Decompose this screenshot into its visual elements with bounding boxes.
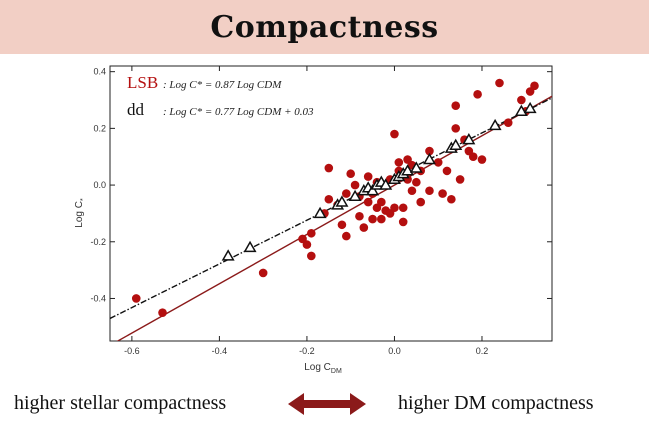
legend-dd-equation: : Log C* = 0.77 Log CDM + 0.03 — [163, 106, 314, 118]
x-tick-label: 0.2 — [476, 346, 489, 356]
lsb-point — [416, 197, 426, 207]
lsb-point — [398, 217, 408, 227]
lsb-point — [324, 163, 334, 173]
dd-point — [449, 138, 463, 151]
caption-stellar-compactness: higher stellar compactness — [14, 392, 227, 414]
legend-lsb-label: LSB — [127, 73, 158, 92]
lsb-point — [377, 214, 386, 224]
lsb-point — [390, 203, 399, 213]
lsb-point — [425, 186, 434, 196]
fit-line-dd — [110, 97, 552, 320]
plot-border — [109, 65, 553, 342]
legend-annotation: LSB : Log C* = 0.87 Log CDM dd : Log C* … — [127, 73, 314, 119]
scatter-chart: -0.6 -0.4 -0.2 0.0 0.2 -0.4 -0.2 0.0 0.2 0.4 LSB … — [74, 65, 553, 375]
dd-point — [523, 101, 537, 114]
y-tick-label: 0.2 — [93, 123, 106, 133]
y-tick-label: -0.4 — [90, 293, 106, 303]
lsb-point — [390, 129, 399, 139]
bottom-captions: higher stellar compactness higher DM com… — [0, 388, 649, 422]
lsb-point — [468, 152, 478, 162]
lsb-point — [307, 228, 316, 238]
lsb-point — [473, 90, 482, 99]
plot-frame — [109, 65, 553, 342]
lsb-point — [451, 124, 461, 133]
lsb-point — [158, 308, 167, 317]
lsb-point — [451, 101, 461, 110]
lsb-point — [477, 155, 487, 164]
lsb-point — [407, 186, 417, 196]
x-axis-title: Log CDM — [304, 362, 342, 375]
x-tick-label: 0.0 — [388, 346, 401, 356]
y-tick-label: 0.4 — [93, 67, 106, 77]
dd-point — [488, 118, 502, 131]
dd-point — [366, 184, 380, 196]
data-points — [131, 78, 539, 317]
dd-point — [462, 132, 476, 145]
lsb-point — [302, 240, 312, 249]
y-axis-title: Log C* — [74, 198, 87, 228]
dd-point — [335, 195, 349, 207]
double-arrow-shape — [288, 393, 366, 415]
x-tick-label: -0.2 — [299, 346, 315, 356]
lsb-point — [307, 251, 316, 261]
dd-point — [243, 240, 257, 253]
lsb-point — [412, 177, 421, 187]
lsb-point — [394, 158, 404, 167]
legend-lsb-equation: : Log C* = 0.87 Log CDM — [163, 79, 282, 91]
dd-point — [379, 178, 393, 190]
lsb-point — [258, 268, 268, 278]
title-band: Compactness — [0, 0, 649, 54]
dd-point — [313, 206, 327, 219]
y-tick-label: -0.2 — [90, 237, 106, 247]
lsb-point — [324, 194, 334, 204]
lsb-point — [359, 223, 369, 232]
lsb-point — [517, 95, 526, 105]
lsb-point — [131, 294, 141, 303]
fit-line-lsb — [116, 95, 552, 341]
lsb-point — [363, 197, 373, 207]
fit-lines — [110, 95, 552, 341]
dd-point — [422, 152, 436, 165]
dd-point — [221, 249, 235, 261]
lsb-point — [398, 203, 408, 213]
lsb-point — [438, 189, 447, 198]
lsb-point — [455, 175, 465, 184]
lsb-point — [350, 180, 360, 190]
lsb-point — [442, 166, 452, 176]
lsb-point — [355, 211, 364, 221]
lsb-point — [433, 158, 443, 167]
axes: -0.6 -0.4 -0.2 0.0 0.2 -0.4 -0.2 0.0 0.2 0.4 — [90, 66, 552, 356]
lsb-point — [342, 231, 351, 241]
lsb-point — [377, 197, 386, 207]
page-title: Compactness — [210, 9, 439, 45]
legend-dd-label: dd — [127, 100, 145, 119]
caption-dm-compactness: higher DM compactness — [398, 392, 594, 414]
lsb-point — [530, 81, 539, 91]
lsb-point — [363, 172, 373, 181]
lsb-point — [495, 78, 504, 88]
lsb-point — [503, 118, 513, 128]
x-tick-label: -0.6 — [124, 346, 140, 356]
lsb-point — [337, 220, 347, 230]
lsb-point — [425, 146, 434, 156]
x-tick-label: -0.4 — [212, 346, 228, 356]
lsb-point — [368, 214, 377, 224]
dd-point — [348, 189, 362, 202]
y-tick-label: 0.0 — [93, 180, 106, 190]
double-arrow-icon — [288, 393, 366, 415]
dd-point — [409, 161, 423, 173]
lsb-point — [342, 189, 351, 198]
lsb-point — [447, 194, 456, 204]
lsb-point — [346, 169, 355, 179]
